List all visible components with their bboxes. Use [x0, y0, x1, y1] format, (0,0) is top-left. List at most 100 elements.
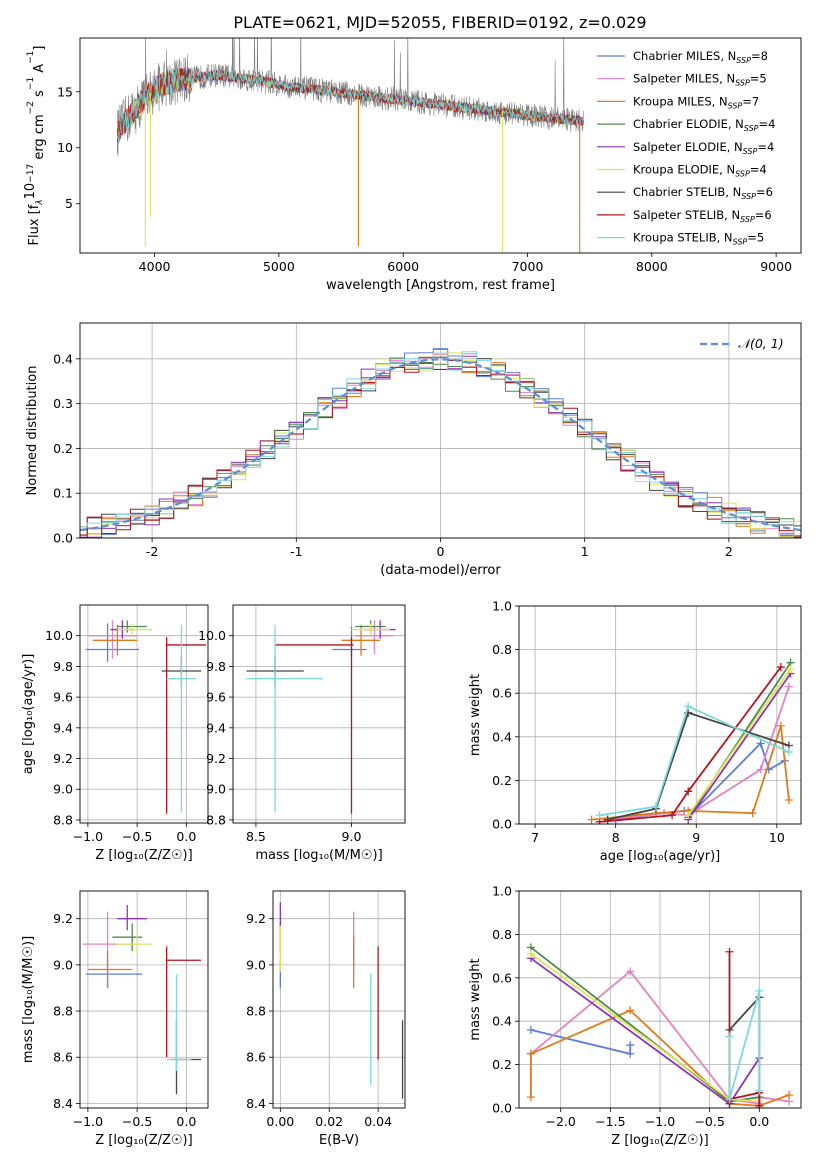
y-tick-label: 0.2 [492, 773, 512, 788]
x-tick-label: 0.04 [364, 1114, 392, 1129]
y-tick-label: 0.4 [492, 1014, 512, 1029]
error-bars [85, 620, 207, 814]
legend-label: Salpeter ELODIE, NSSP=4 [633, 140, 774, 156]
x-tick-label: 5000 [263, 259, 295, 274]
y-tick-label: 0.2 [492, 1057, 512, 1072]
series-line [530, 970, 790, 1105]
series-point [587, 815, 596, 824]
legend-label: Kroupa STELIB, NSSP=5 [633, 231, 764, 247]
y-tick-label: 10.0 [45, 628, 73, 643]
error-bars [279, 902, 404, 1099]
legend-label: Chabrier STELIB, NSSP=6 [633, 185, 773, 201]
y-tick-label: 0.8 [492, 642, 512, 657]
y-tick-label: 8.8 [53, 1004, 73, 1019]
y-tick-label: 9.2 [246, 911, 266, 926]
series-point [785, 1090, 794, 1099]
residual-histogram-panel: -2 -1 0 1 2 0.0 0.1 0.2 0.3 0.4 (data-model)/error… [25, 322, 802, 578]
x-tick-label: 0.0 [749, 1114, 769, 1129]
x-tick-label: 0.0 [176, 1114, 196, 1129]
series-point [526, 1093, 535, 1102]
mass-weight-vs-age-panel: 7 8 9 10 0.0 0.2 0.4 0.6 0.8 1.0 age [log₁₀(age/yr… [468, 599, 802, 864]
histogram-step [80, 351, 801, 538]
age-vs-mass-panel: 8.5 9.0 8.8 9.0 9.2 9.4 9.6 9.8 10.0 mass [log₁₀(… [198, 604, 406, 863]
x-tick-label: 8000 [636, 259, 668, 274]
x-tick-label: 2 [725, 544, 733, 559]
histograms [80, 348, 801, 538]
spectrum-panel: 4000 5000 6000 7000 8000 9000 5 10 15 wavelength … [23, 37, 802, 293]
series-line [530, 1009, 790, 1107]
legend-label: 𝒩(0, 1) [738, 336, 784, 351]
x-tick-label: 10 [769, 830, 785, 845]
y-tick-label: 9.2 [53, 751, 73, 766]
y-tick-label: 0.6 [492, 686, 512, 701]
mass-weight-vs-metallicity-panel: −2.0 −1.5 −1.0 −0.5 0.0 0.0 0.2 0.4 0.6 0.8 1.0 Z [… [468, 884, 802, 1148]
series-line [687, 668, 792, 816]
y-tick-label: 0.0 [53, 531, 73, 546]
y-tick-label: 9.2 [53, 911, 73, 926]
series-line [728, 990, 761, 1100]
x-axis-label: Z [log₁₀(Z/Z☉)] [611, 1133, 708, 1148]
y-tick-label: 9.0 [206, 782, 226, 797]
y-tick-label: 1.0 [492, 599, 512, 614]
series-point [651, 802, 660, 811]
x-tick-label: 9.0 [342, 829, 362, 844]
legend-label: Salpeter STELIB, NSSP=6 [633, 208, 772, 224]
y-tick-label: 0.6 [492, 970, 512, 985]
histogram-step [80, 356, 801, 538]
y-tick-label: 8.6 [53, 1050, 73, 1065]
y-axis-label: mass [log₁₀(M/M☉)] [21, 936, 36, 1063]
y-tick-label: 9.8 [53, 659, 73, 674]
series-point [684, 702, 693, 711]
series-line [599, 666, 782, 823]
y-tick-label: 0.1 [53, 486, 73, 501]
y-tick-label: 9.0 [53, 957, 73, 972]
series-point [756, 765, 765, 774]
x-tick-label: 9000 [760, 259, 792, 274]
series-line [687, 673, 792, 821]
x-tick-label: -1 [290, 544, 302, 559]
series-point [725, 1095, 734, 1104]
series-line [591, 725, 790, 821]
series-point [725, 947, 734, 956]
y-tick-label: 9.4 [53, 720, 73, 735]
x-tick-label: −1.5 [595, 1114, 625, 1129]
series-point [626, 1041, 635, 1050]
y-tick-label: 9.6 [53, 690, 73, 705]
x-axis-label: mass [log₁₀(M/M☉)] [255, 848, 382, 863]
y-tick-label: 0.4 [53, 351, 73, 366]
y-tick-label: 0.0 [492, 817, 512, 832]
series-point [755, 986, 764, 995]
series-point [784, 748, 793, 757]
series-point [684, 811, 693, 820]
weight-lines [526, 943, 794, 1108]
error-bars [82, 904, 202, 1095]
gaussian-curve [80, 358, 801, 532]
y-tick-label: 0.2 [53, 441, 73, 456]
y-tick-label: 8.8 [206, 812, 226, 827]
x-tick-label: 0 [437, 544, 445, 559]
y-tick-label: 1.0 [492, 884, 512, 899]
series-line [530, 957, 761, 1105]
x-axis-label: (data-model)/error [380, 563, 501, 578]
x-tick-label: 7000 [512, 259, 544, 274]
series-line [530, 953, 760, 1103]
series-point [755, 1086, 764, 1095]
y-tick-label: 5 [65, 196, 73, 211]
x-tick-label: 9 [692, 830, 700, 845]
axes-frame [79, 604, 209, 824]
y-tick-label: 8.4 [53, 1096, 73, 1111]
legend-label: Chabrier MILES, NSSP=8 [633, 49, 768, 65]
axes-frame [518, 890, 802, 1109]
mass-vs-ebv-panel: 0.00 0.02 0.04 8.4 8.6 8.8 9.0 9.2 E(B-V) [246, 890, 406, 1148]
y-tick-label: 9.4 [206, 720, 226, 735]
series-point [784, 796, 793, 805]
legend-label: Kroupa ELODIE, NSSP=4 [633, 163, 767, 179]
legend-label: Salpeter MILES, NSSP=5 [633, 72, 767, 88]
age-vs-metallicity-panel: −1.0 −0.5 0.0 8.8 9.0 9.2 9.4 9.6 9.8 10.0 Z [log₁… [21, 604, 209, 863]
legend-label: Kroupa MILES, NSSP=7 [633, 94, 759, 110]
observed-spectrum-line [117, 38, 584, 157]
histogram-step [80, 349, 801, 538]
series-point [784, 682, 793, 691]
axes-frame [79, 322, 802, 539]
legend-label: Chabrier ELODIE, NSSP=4 [633, 117, 775, 133]
